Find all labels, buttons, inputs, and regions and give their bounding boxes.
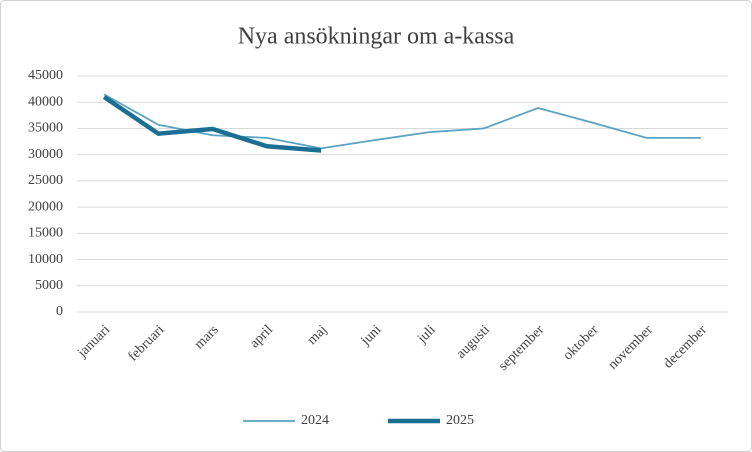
y-tick-label: 5000 — [35, 278, 63, 293]
y-tick-label: 10000 — [28, 252, 63, 267]
series-line — [102, 95, 322, 153]
legend-label: 2024 — [301, 413, 329, 428]
legend-label: 2025 — [446, 413, 474, 428]
series-line — [103, 93, 701, 150]
y-tick-label: 35000 — [28, 121, 63, 136]
y-tick-label: 40000 — [28, 94, 63, 109]
y-tick-label: 15000 — [28, 226, 63, 241]
y-tick-label: 20000 — [28, 199, 63, 214]
y-tick-label: 30000 — [28, 147, 63, 162]
y-tick-label: 45000 — [28, 68, 63, 83]
chart-title: Nya ansökningar om a-kassa — [238, 24, 515, 50]
y-tick-label: 25000 — [28, 173, 63, 188]
y-tick-label: 0 — [56, 304, 63, 319]
